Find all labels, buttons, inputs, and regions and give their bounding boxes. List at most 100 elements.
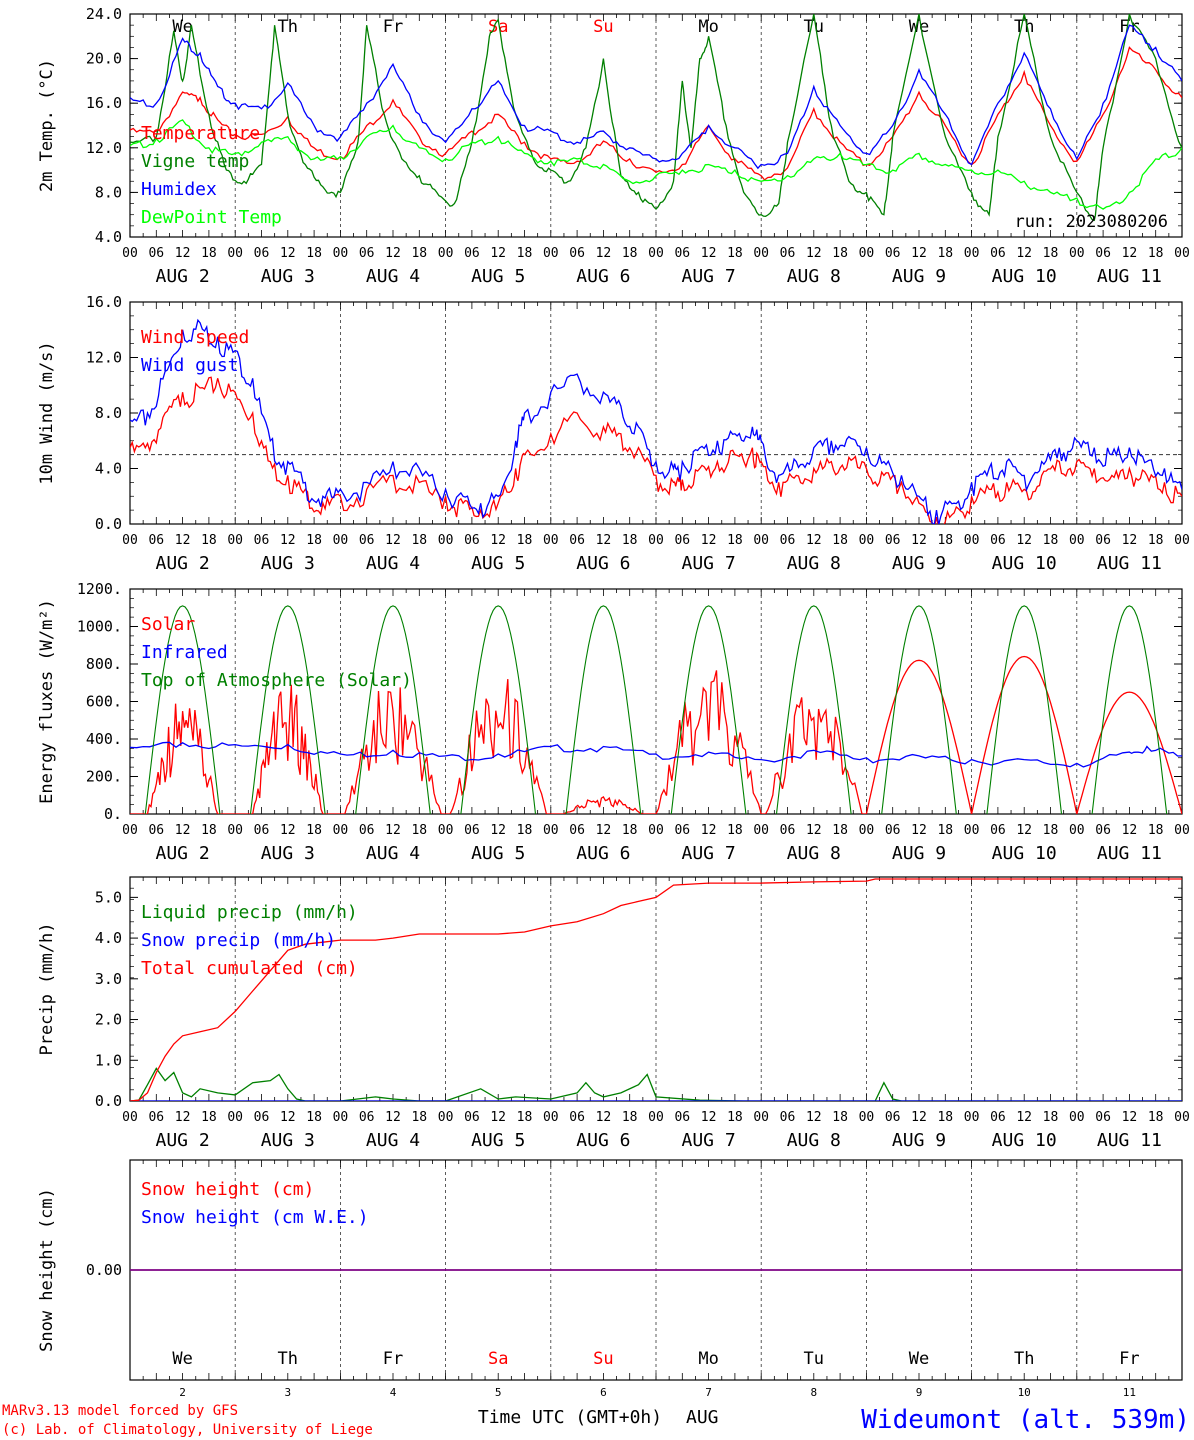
x-tick-label: 06: [990, 246, 1006, 261]
x-tick-label: 18: [517, 533, 533, 548]
y-tick-label: 1.0: [95, 1051, 122, 1069]
x-tick-label: 18: [937, 823, 953, 838]
x-tick-label: 12: [490, 1110, 506, 1125]
x-tick-label: 18: [937, 1110, 953, 1125]
y-tick-label: 800.: [86, 655, 122, 673]
x-tick-label: 12: [701, 823, 717, 838]
x-tick-label: 12: [175, 533, 191, 548]
date-label: AUG 7: [682, 1130, 736, 1151]
x-tick-label: 12: [385, 246, 401, 261]
date-label: AUG 6: [576, 553, 630, 574]
x-tick-label: 00: [1174, 823, 1190, 838]
x-tick-label: 12: [1016, 823, 1032, 838]
day-number: 3: [284, 1386, 291, 1399]
y-axis-title: Precip (mm/h): [37, 922, 57, 1055]
x-tick-label: 12: [596, 1110, 612, 1125]
day-number: 2: [179, 1386, 186, 1399]
x-tick-label: 18: [306, 533, 322, 548]
date-label: AUG 10: [992, 843, 1057, 864]
day-name: Tu: [804, 1349, 824, 1369]
y-axis-title: Energy fluxes (W/m²): [37, 599, 57, 804]
x-tick-label: 06: [990, 533, 1006, 548]
y-tick-label: 4.0: [95, 228, 122, 246]
x-tick-label: 00: [1069, 1110, 1085, 1125]
series-temperature: [130, 46, 1182, 181]
date-label: AUG 3: [261, 1130, 315, 1151]
x-tick-label: 12: [1016, 533, 1032, 548]
plot-frame: [129, 588, 1183, 815]
x-tick-label: 18: [411, 823, 427, 838]
model-credit-line1: MARv3.13 model forced by GFS: [2, 1403, 238, 1419]
x-tick-label: 06: [359, 1110, 375, 1125]
x-tick-label: 12: [701, 1110, 717, 1125]
legend-humidex: Humidex: [141, 179, 217, 200]
x-tick-label: 06: [674, 1110, 690, 1125]
x-tick-label: 12: [385, 533, 401, 548]
x-tick-label: 06: [359, 246, 375, 261]
x-tick-label: 18: [411, 533, 427, 548]
y-tick-label: 8.0: [95, 404, 122, 422]
y-tick-label: 400.: [86, 730, 122, 748]
y-tick-label: 0.00: [86, 1261, 122, 1279]
x-tick-label: 12: [175, 246, 191, 261]
time-axis-label: Time UTC (GMT+0h): [478, 1407, 662, 1428]
x-tick-label: 00: [1174, 246, 1190, 261]
y-tick-label: 16.0: [86, 293, 122, 311]
x-tick-label: 06: [254, 1110, 270, 1125]
date-label: AUG 10: [992, 266, 1057, 287]
x-tick-label: 12: [1122, 823, 1138, 838]
panel-3: 1200. 1000. 800. 600. 400. 200. 0. Energy fluxe…: [37, 580, 1190, 864]
x-tick-label: 06: [780, 1110, 796, 1125]
y-tick-label: 2.0: [95, 1011, 122, 1029]
y-tick-label: 12.0: [86, 349, 122, 367]
legend-snow-height-cm: Snow height (cm): [141, 1179, 314, 1200]
x-tick-label: 06: [464, 533, 480, 548]
x-tick-label: 18: [832, 1110, 848, 1125]
x-tick-label: 00: [964, 246, 980, 261]
date-label: AUG 2: [156, 843, 210, 864]
x-tick-label: 00: [543, 533, 559, 548]
date-label: AUG 9: [892, 553, 946, 574]
panel-2: 16.0 12.0 8.0 4.0 0.0 10m Wind (m/s) 00 06 12 18 0…: [37, 293, 1190, 574]
x-tick-label: 06: [254, 533, 270, 548]
date-label: AUG 11: [1097, 1130, 1162, 1151]
day-name: Fr: [383, 1349, 403, 1369]
day-name: Th: [1014, 17, 1034, 37]
x-tick-label: 18: [622, 823, 638, 838]
x-tick-label: 12: [385, 823, 401, 838]
y-tick-label: 5.0: [95, 888, 122, 906]
date-label: AUG 6: [576, 266, 630, 287]
panel-4: 5.0 4.0 3.0 2.0 1.0 0.0 Precip (mm/h) 00 06 12 18 0…: [37, 876, 1190, 1151]
x-tick-label: 00: [438, 533, 454, 548]
x-tick-label: 06: [148, 823, 164, 838]
x-tick-label: 00: [543, 823, 559, 838]
x-tick-label: 00: [122, 1110, 138, 1125]
x-tick-label: 06: [780, 246, 796, 261]
x-tick-label: 00: [964, 1110, 980, 1125]
x-tick-label: 18: [937, 533, 953, 548]
x-tick-label: 06: [885, 823, 901, 838]
y-tick-label: 0.0: [95, 515, 122, 533]
x-tick-label: 12: [1122, 533, 1138, 548]
series-infrared: [130, 741, 1182, 768]
x-tick-label: 18: [201, 246, 217, 261]
x-tick-label: 06: [148, 533, 164, 548]
x-tick-label: 12: [385, 1110, 401, 1125]
x-tick-label: 18: [306, 823, 322, 838]
date-label: AUG 4: [366, 1130, 420, 1151]
x-tick-label: 18: [517, 1110, 533, 1125]
x-tick-label: 18: [1043, 1110, 1059, 1125]
date-label: AUG 8: [787, 1130, 841, 1151]
x-tick-label: 18: [306, 1110, 322, 1125]
date-label: AUG 7: [682, 553, 736, 574]
x-tick-label: 18: [306, 246, 322, 261]
x-tick-label: 00: [122, 823, 138, 838]
y-tick-label: 200.: [86, 768, 122, 786]
day-name: We: [909, 1349, 929, 1369]
x-tick-label: 06: [1095, 533, 1111, 548]
x-tick-label: 12: [911, 246, 927, 261]
x-tick-label: 00: [1069, 246, 1085, 261]
x-tick-label: 12: [490, 823, 506, 838]
x-tick-label: 00: [227, 533, 243, 548]
